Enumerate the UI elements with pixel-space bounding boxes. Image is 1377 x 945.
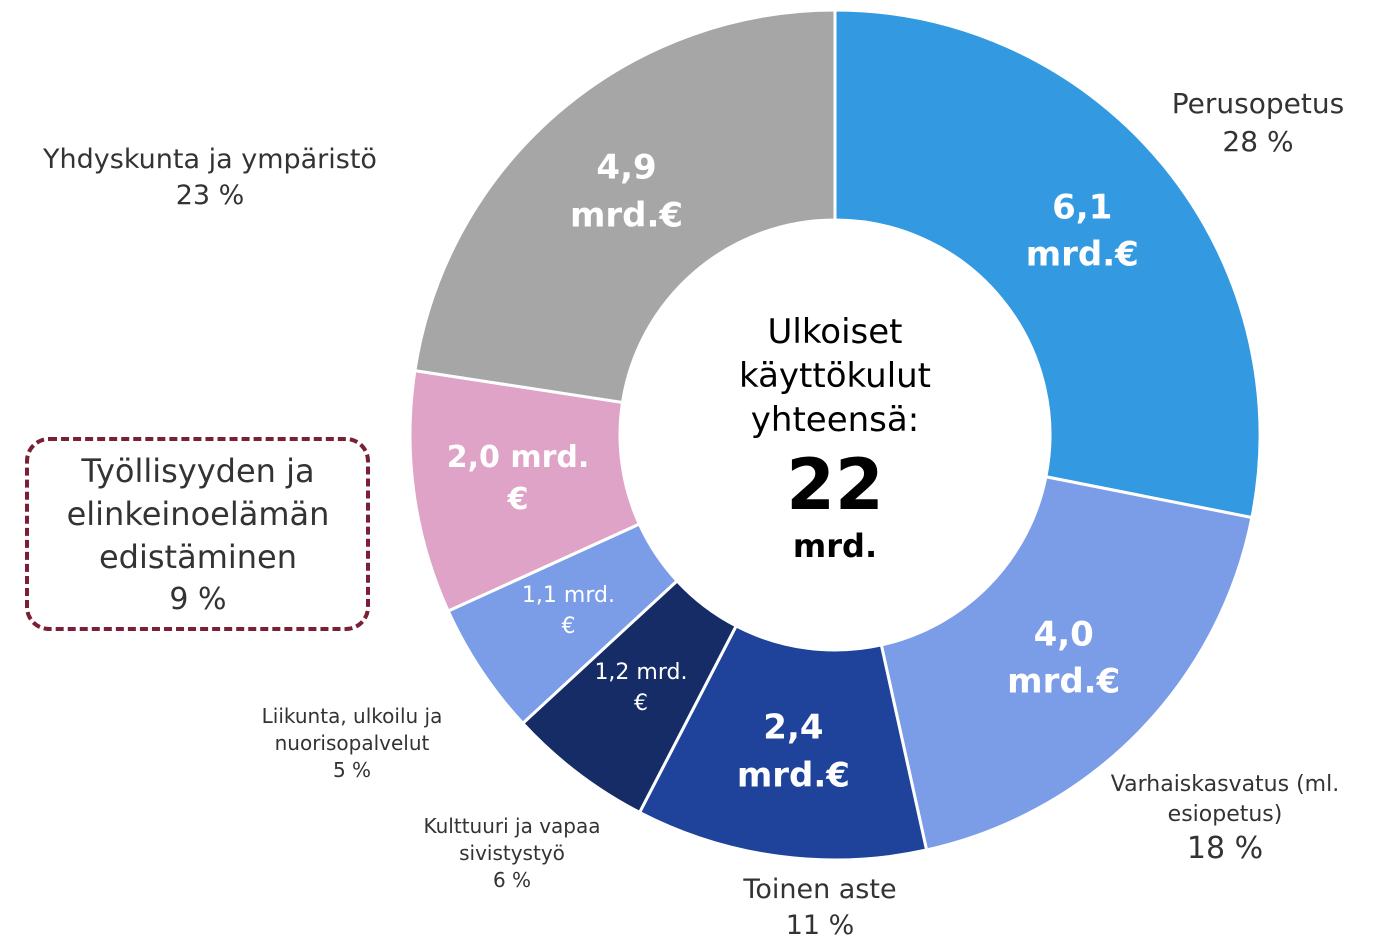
category-label: Yhdyskunta ja ympäristö 23 % (0, 142, 420, 215)
category-name: Varhaiskasvatus (ml. esiopetus) (1110, 772, 1340, 827)
category-name: Yhdyskunta ja ympäristö (43, 144, 377, 175)
value-label: 2,0 mrd.€ (446, 439, 590, 517)
donut-segment (879, 474, 1254, 852)
value-label: 1,1 mrd.€ (521, 583, 615, 640)
category-name: Perusopetus (1171, 87, 1345, 120)
center-label: Ulkoiset käyttökulut yhteensä: 22 mrd. (685, 310, 985, 565)
percent-label: 6 % (492, 868, 532, 892)
percent-label: 18 % (1186, 831, 1264, 867)
value-label: 4,0 mrd.€ (1007, 614, 1121, 702)
category-label: Perusopetus 28 % (1108, 85, 1377, 161)
percent-label: 9 % (169, 581, 227, 617)
center-value: 22 (786, 443, 884, 526)
percent-label: 28 % (1222, 124, 1294, 158)
category-label: Työllisyyden ja elinkeinoelämän edistämi… (33, 450, 363, 620)
value-label: 6,1 mrd.€ (1025, 187, 1139, 275)
category-label: Toinen aste 11 % (670, 872, 970, 945)
category-name: Kulttuuri ja vapaa sivistystyö (423, 814, 601, 865)
value-label: 4,9 mrd.€ (569, 147, 684, 236)
category-name: Työllisyyden ja elinkeinoelämän edistämi… (66, 452, 330, 577)
donut-segment (413, 8, 837, 405)
highlight-box (25, 437, 370, 631)
category-name: Toinen aste (743, 874, 897, 905)
percent-label: 5 % (332, 758, 372, 782)
category-label: Liikunta, ulkoilu ja nuorisopalvelut 5 % (222, 703, 482, 784)
center-unit: mrd. (792, 526, 878, 565)
category-name: Liikunta, ulkoilu ja nuorisopalvelut (261, 704, 443, 755)
value-label: 2,4 mrd.€ (736, 707, 850, 796)
category-label: Kulttuuri ja vapaa sivistystyö 6 % (382, 813, 642, 894)
center-title: Ulkoiset käyttökulut yhteensä: (738, 312, 932, 441)
donut-segment (637, 623, 929, 862)
donut-segment (833, 8, 1262, 520)
category-label: Varhaiskasvatus (ml. esiopetus) 18 % (1075, 770, 1375, 870)
percent-label: 11 % (785, 910, 855, 942)
value-label: 1,2 mrd.€ (594, 660, 688, 717)
percent-label: 23 % (175, 180, 245, 212)
